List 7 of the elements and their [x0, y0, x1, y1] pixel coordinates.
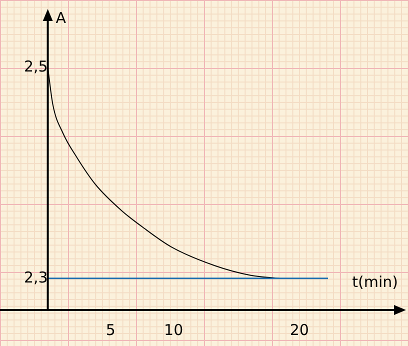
- y-tick-label: 2,5: [24, 58, 48, 76]
- y-axis-title: A: [56, 8, 67, 27]
- y-tick-label: 2,3: [24, 268, 48, 286]
- x-tick-label: 10: [164, 320, 184, 339]
- x-tick-label: 5: [106, 320, 116, 339]
- x-axis-title: t(min): [352, 272, 398, 291]
- x-tick-label: 20: [290, 320, 309, 339]
